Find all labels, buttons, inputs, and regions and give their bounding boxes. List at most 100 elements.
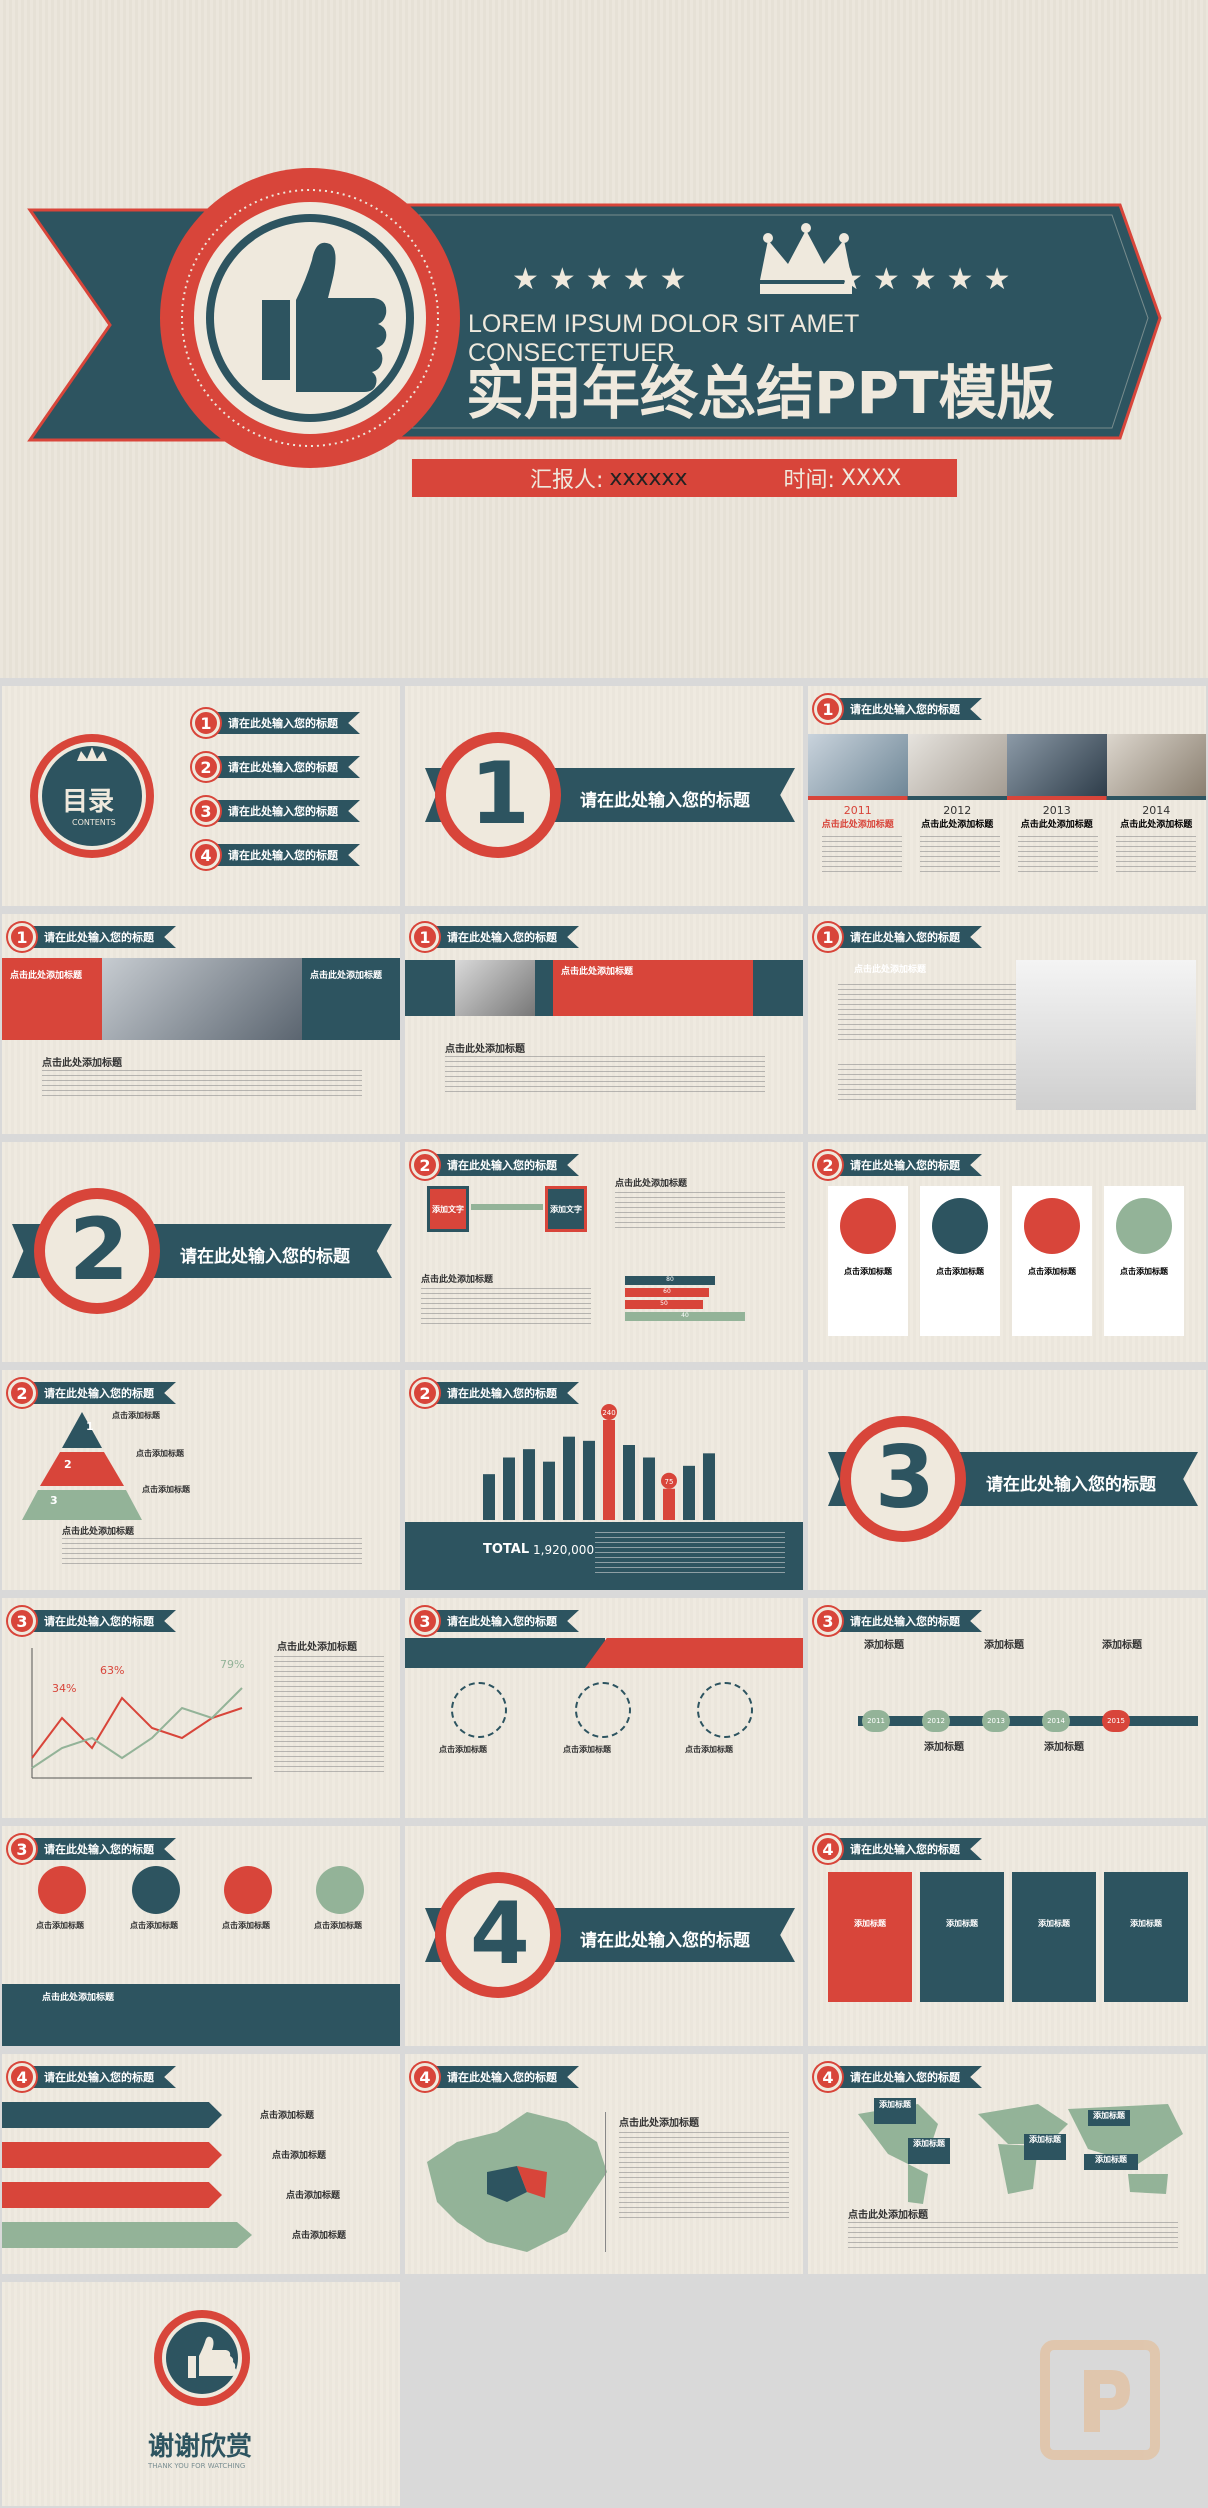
timeline-arrow (858, 1716, 1198, 1726)
header-num: 2 (814, 1151, 842, 1179)
year: 2011 (843, 804, 872, 817)
body-text (1018, 836, 1098, 876)
body-title: 点击此处添加标题 (62, 1527, 135, 1537)
network-icon (132, 1866, 180, 1914)
arrow-bar (2, 2222, 252, 2248)
toc-item-label: 请在此处输入您的标题 (212, 756, 360, 778)
header-title: 请在此处输入您的标题 (834, 698, 982, 720)
arrow-label: 点击添加标题 (272, 2151, 327, 2161)
red-banner-slide[interactable]: 3 请在此处输入您的标题 点击添加标题 点击添加标题 点击添加标题 (405, 1598, 803, 1818)
closing-slide[interactable]: 谢谢欣赏 THANK YOU FOR WATCHING (2, 2282, 400, 2506)
china-map-slide[interactable]: 4 请在此处输入您的标题 点击此处添加标题 (405, 2054, 803, 2274)
timeline-slide[interactable]: 1 请在此处输入您的标题 2011 点击此处添加标题 2012 点击此处添加标题 20… (808, 686, 1206, 906)
world-map-slide[interactable]: 4 请在此处输入您的标题 添加标题 添加标题 添加标题 添加标题 添加标题 点击此… (808, 2054, 1206, 2274)
section-number: 2 (69, 1200, 129, 1300)
faded-title: 点击此处添加标题 (854, 965, 927, 975)
closing-badge (154, 2310, 250, 2406)
header-title: 请在此处输入您的标题 (431, 2066, 579, 2088)
process-slide[interactable]: 3 请在此处输入您的标题 添加标题 添加标题 添加标题 2011 2012 201… (808, 1598, 1206, 1818)
section-3-slide[interactable]: 3 请在此处输入您的标题 (808, 1370, 1206, 1590)
slide-header: 4 请在此处输入您的标题 (411, 2063, 579, 2091)
people-slide[interactable]: 1 请在此处输入您的标题 点击此处添加标题 点击此处添加标题 点击此处添加标题 (2, 914, 400, 1134)
section-1-slide[interactable]: 1 请在此处输入您的标题 (405, 686, 803, 906)
pyramid-num: 3 (50, 1494, 58, 1507)
chart-icon (224, 1866, 272, 1914)
body-text (1116, 836, 1196, 876)
toc-item-4[interactable]: 4 请在此处输入您的标题 (192, 841, 360, 869)
bar (563, 1436, 575, 1520)
year-col: 2013 点击此处添加标题 (1007, 804, 1107, 830)
time-value: XXXX (840, 465, 902, 491)
tile: 添加标题 (920, 1872, 1004, 2002)
toc-badge (30, 734, 154, 858)
toc-sub: CONTENTS (72, 818, 116, 827)
body-text (62, 1538, 362, 1568)
flow-slide[interactable]: 2 请在此处输入您的标题 添加文字 添加文字 点击此处添加标题 点击此处添加标题 … (405, 1142, 803, 1362)
color-bar (808, 796, 1206, 800)
toc-num: 4 (192, 841, 220, 869)
bar (503, 1457, 515, 1520)
pyramid-num: 1 (86, 1420, 94, 1433)
year-pill: 2015 (1102, 1710, 1130, 1732)
arrows-slide[interactable]: 4 请在此处输入您的标题 点击添加标题 点击添加标题 点击添加标题 点击添加标题 (2, 2054, 400, 2274)
watermark-logo (1040, 2340, 1160, 2460)
step-title: 添加标题 (984, 1640, 1024, 1651)
right-title: 点击此处添加标题 (277, 1642, 357, 1653)
four-icons-slide[interactable]: 3 请在此处输入您的标题 点击添加标题 点击添加标题 点击添加标题 点击添加标题 … (2, 1826, 400, 2046)
infographic-slide[interactable]: 1 请在此处输入您的标题 点击此处添加标题 (808, 914, 1206, 1134)
header-num: 2 (411, 1151, 439, 1179)
body-text (822, 836, 902, 876)
section-2-slide[interactable]: 2 请在此处输入您的标题 (2, 1142, 400, 1362)
col-title: 点击添加标题 (685, 1745, 733, 1754)
cover-slide[interactable]: ★★★★★ ★★★★★ LOREM IPSUM DOLOR SIT AMET C… (0, 0, 1208, 678)
toc-item-1[interactable]: 1 请在此处输入您的标题 (192, 709, 360, 737)
flow-box: 添加文字 (427, 1186, 469, 1232)
slide-header: 1 请在此处输入您的标题 (411, 923, 579, 951)
progress-bar: 50 (625, 1300, 703, 1309)
toc-slide[interactable]: 目录 CONTENTS 1 请在此处输入您的标题 2 请在此处输入您的标题 3 请在此… (2, 686, 400, 906)
header-title: 请在此处输入您的标题 (834, 1610, 982, 1632)
chart-photo-slide[interactable]: 1 请在此处输入您的标题 点击此处添加标题 点击此处添加标题 (405, 914, 803, 1134)
col-title: 点击此处添加标题 (1120, 820, 1193, 830)
section-4-slide[interactable]: 4 请在此处输入您的标题 (405, 1826, 803, 2046)
tile-title: 添加标题 (854, 1919, 886, 1928)
header-num: 4 (814, 2063, 842, 2091)
bar (583, 1440, 595, 1520)
business-photo (455, 960, 535, 1016)
header-num: 1 (411, 923, 439, 951)
body-text (274, 1656, 384, 1776)
arrow-label: 点击添加标题 (292, 2231, 347, 2241)
callout-bubble (661, 1472, 677, 1489)
p-logo-icon (1084, 2370, 1130, 2432)
body-text (838, 984, 1018, 1044)
total-value: 1,920,000 (533, 1543, 595, 1557)
divider (605, 2112, 606, 2252)
callout-bubble (601, 1404, 617, 1420)
toc-item-3[interactable]: 3 请在此处输入您的标题 (192, 797, 360, 825)
tile-title: 添加标题 (1038, 1919, 1070, 1928)
bank-icon (38, 1866, 86, 1914)
icons-cards-slide[interactable]: 2 请在此处输入您的标题 点击添加标题 点击添加标题 点击添加标题 点击添加标题 (808, 1142, 1206, 1362)
mouse-icon (932, 1198, 988, 1254)
teal-panel: 点击此处添加标题 (302, 958, 400, 1040)
header-title: 请在此处输入您的标题 (834, 926, 982, 948)
header-num: 4 (411, 2063, 439, 2091)
tile: 添加标题 (828, 1872, 912, 2002)
line-chart-slide[interactable]: 3 请在此处输入您的标题 34% 63% 79% 点击此处添加标题 (2, 1598, 400, 1818)
tiles-slide[interactable]: 4 请在此处输入您的标题 添加标题 添加标题 添加标题 添加标题 (808, 1826, 1206, 2046)
pyramid-slide[interactable]: 2 请在此处输入您的标题 1 2 3 点击添加标题 点击添加标题 点击添加标题 点… (2, 1370, 400, 1590)
right-title: 点击此处添加标题 (619, 2118, 699, 2129)
reporter-value: xxxxxx (609, 465, 688, 491)
col-title: 点击此处添加标题 (1020, 820, 1093, 830)
toc-num: 3 (192, 797, 220, 825)
cover-reporter-bar: 汇报人: xxxxxx 时间: XXXX (412, 459, 957, 497)
year-col: 2014 点击此处添加标题 (1107, 804, 1207, 830)
slide-header: 4 请在此处输入您的标题 (8, 2063, 176, 2091)
teal-banner (405, 1638, 605, 1668)
pyramid-graphic (22, 1412, 142, 1520)
header-num: 3 (814, 1607, 842, 1635)
toc-item-2[interactable]: 2 请在此处输入您的标题 (192, 753, 360, 781)
line-chart (31, 1648, 252, 1779)
section-number: 1 (470, 744, 530, 844)
